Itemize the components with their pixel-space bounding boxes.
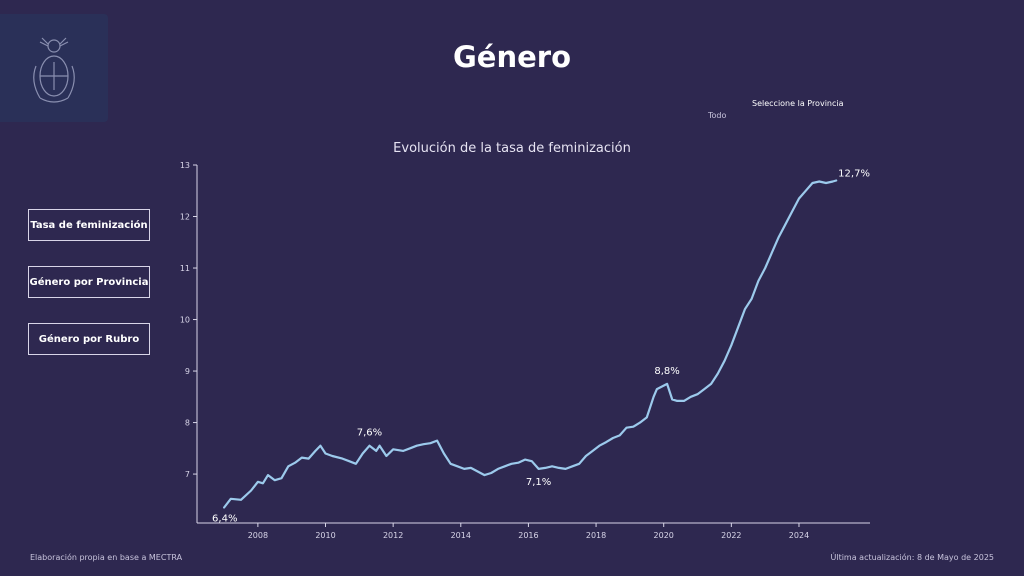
y-tick-label: 10 — [180, 316, 190, 325]
x-tick-label: 2010 — [315, 531, 335, 540]
data-label: 7,6% — [357, 428, 382, 439]
x-tick-label: 2024 — [789, 531, 809, 540]
x-tick-label: 2022 — [721, 531, 741, 540]
data-label: 8,8% — [654, 366, 679, 377]
genero-rubro-button[interactable]: Género por Rubro — [28, 323, 150, 355]
y-tick-label: 7 — [185, 470, 190, 479]
x-tick-label: 2016 — [518, 531, 538, 540]
data-label: 12,7% — [838, 168, 870, 179]
tasa-feminizacion-button[interactable]: Tasa de feminización — [28, 209, 150, 241]
genero-provincia-button[interactable]: Género por Provincia — [28, 266, 150, 298]
logo-panel — [0, 14, 108, 122]
page-title: Género — [452, 40, 571, 74]
coat-of-arms-icon — [33, 37, 75, 103]
data-label: 6,4% — [212, 514, 237, 525]
y-ticks: 7 8 9 10 11 12 13 — [180, 161, 197, 479]
data-label: 7,1% — [526, 477, 551, 488]
y-tick-label: 9 — [185, 367, 190, 376]
y-tick-label: 12 — [180, 213, 190, 222]
x-ticks: 2008 2010 2012 2014 2016 2018 2020 2022 2024 — [248, 523, 809, 540]
series-line — [223, 179, 838, 509]
province-filter-label: Seleccione la Provincia — [752, 99, 844, 108]
last-updated: Última actualización: 8 de Mayo de 2025 — [830, 553, 994, 562]
province-filter-select[interactable]: Todo — [708, 111, 727, 120]
y-tick-label: 8 — [185, 419, 190, 428]
data-labels: 6,4% 7,6% 7,1% 8,8% 12,7% — [212, 168, 870, 524]
source-note: Elaboración propia en base a MECTRA — [30, 553, 183, 562]
x-tick-label: 2008 — [248, 531, 268, 540]
x-tick-label: 2014 — [451, 531, 471, 540]
y-tick-label: 13 — [180, 161, 190, 170]
x-tick-label: 2020 — [654, 531, 674, 540]
chart-title: Evolución de la tasa de feminización — [393, 141, 631, 156]
y-tick-label: 11 — [180, 264, 190, 273]
x-tick-label: 2018 — [586, 531, 606, 540]
x-tick-label: 2012 — [383, 531, 403, 540]
